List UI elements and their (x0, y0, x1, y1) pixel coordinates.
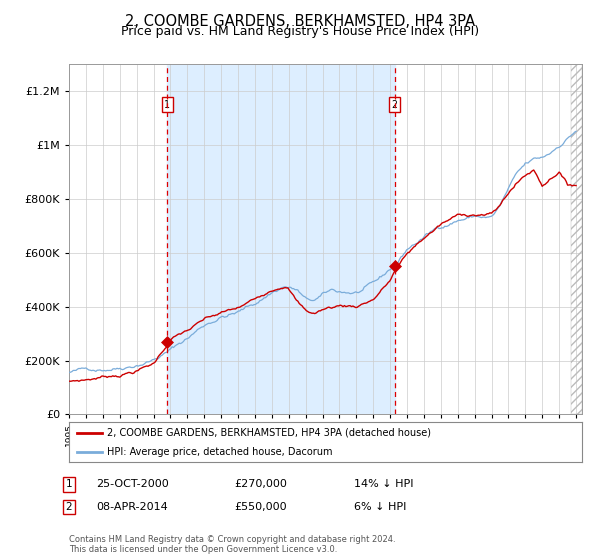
Text: 08-APR-2014: 08-APR-2014 (96, 502, 168, 512)
Text: 2, COOMBE GARDENS, BERKHAMSTED, HP4 3PA: 2, COOMBE GARDENS, BERKHAMSTED, HP4 3PA (125, 14, 475, 29)
Text: 2: 2 (65, 502, 73, 512)
Text: 6% ↓ HPI: 6% ↓ HPI (354, 502, 406, 512)
Text: £270,000: £270,000 (234, 479, 287, 489)
Text: HPI: Average price, detached house, Dacorum: HPI: Average price, detached house, Daco… (107, 447, 333, 457)
Bar (571, 64, 582, 414)
Text: £550,000: £550,000 (234, 502, 287, 512)
Text: 1: 1 (164, 100, 170, 110)
Bar (571, 64, 582, 414)
Bar (167, 64, 395, 414)
Text: Contains HM Land Registry data © Crown copyright and database right 2024.
This d: Contains HM Land Registry data © Crown c… (69, 535, 395, 554)
Text: 2: 2 (392, 100, 398, 110)
Text: 1: 1 (65, 479, 73, 489)
Text: 25-OCT-2000: 25-OCT-2000 (96, 479, 169, 489)
Text: 2, COOMBE GARDENS, BERKHAMSTED, HP4 3PA (detached house): 2, COOMBE GARDENS, BERKHAMSTED, HP4 3PA … (107, 428, 431, 438)
Text: Price paid vs. HM Land Registry's House Price Index (HPI): Price paid vs. HM Land Registry's House … (121, 25, 479, 38)
Text: 14% ↓ HPI: 14% ↓ HPI (354, 479, 413, 489)
